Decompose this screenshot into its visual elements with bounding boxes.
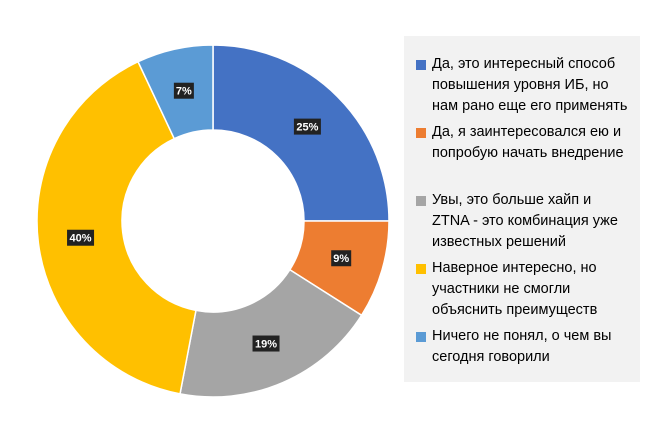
value-label-bg-5 (173, 82, 194, 99)
value-label-3: 19% (255, 339, 277, 351)
donut-chart: 25% 9% 19% 40% 7% (36, 44, 390, 398)
value-label-2: 9% (333, 253, 349, 265)
legend-label-2: Да, я заинтересовался ею и попробую нача… (432, 124, 624, 161)
chart-legend: Да, это интересный способ повышения уров… (404, 36, 640, 382)
legend-swatch-1 (416, 60, 426, 70)
value-label-4: 40% (70, 233, 92, 245)
legend-item-4: Наверное интересно, но участники не смог… (416, 258, 630, 321)
legend-swatch-2 (416, 128, 426, 138)
value-label-bg-3 (252, 335, 280, 352)
value-label-1: 25% (296, 122, 318, 134)
legend-item-5: Ничего не понял, о чем вы сегодня говори… (416, 326, 630, 368)
legend-label-5: Ничего не понял, о чем вы сегодня говори… (432, 328, 612, 365)
legend-item-3: Увы, это больше хайп и ZTNA - это комбин… (416, 190, 630, 253)
legend-item-2: Да, я заинтересовался ею и попробую нача… (416, 122, 630, 164)
donut-slice-4 (36, 60, 197, 395)
legend-label-3: Увы, это больше хайп и ZTNA - это комбин… (432, 192, 618, 250)
legend-swatch-5 (416, 332, 426, 342)
legend-swatch-3 (416, 196, 426, 206)
value-label-5: 7% (176, 86, 192, 98)
value-label-bg-2 (331, 250, 352, 267)
legend-label-4: Наверное интересно, но участники не смог… (432, 260, 598, 318)
legend-label-1: Да, это интересный способ повышения уров… (432, 56, 628, 114)
donut-slice-3 (179, 268, 363, 398)
legend-item-1: Да, это интересный способ повышения уров… (416, 54, 630, 117)
donut-slices (36, 44, 390, 398)
donut-value-labels: 25% 9% 19% 40% 7% (67, 82, 352, 352)
legend-swatch-4 (416, 264, 426, 274)
value-label-bg-4 (67, 229, 95, 246)
value-label-bg-1 (293, 118, 321, 135)
